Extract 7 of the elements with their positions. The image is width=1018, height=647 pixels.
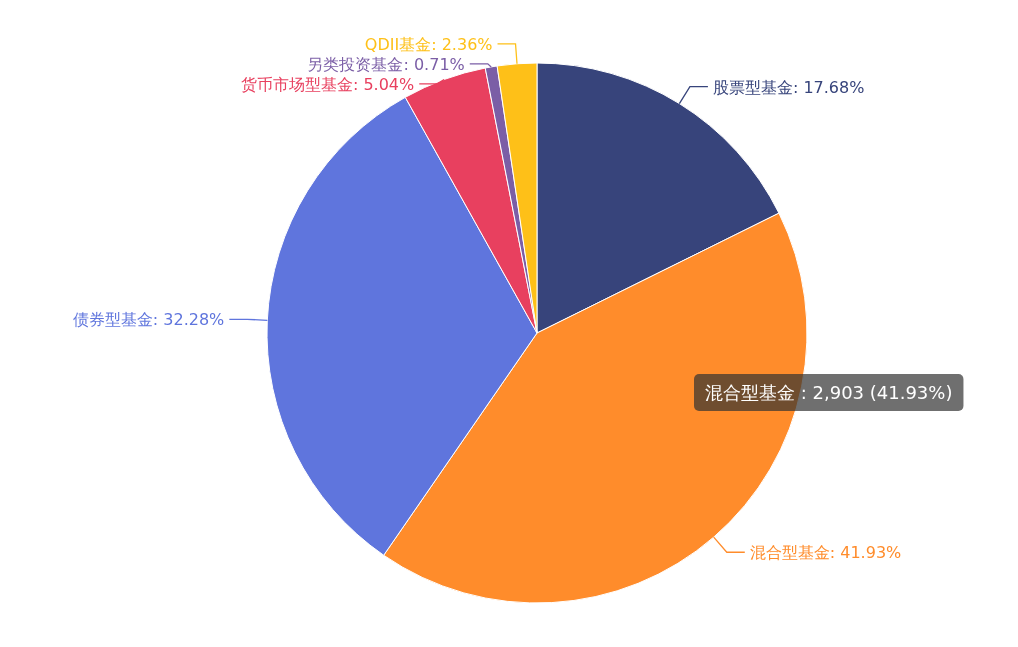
slice-label: 货币市场型基金: 5.04% xyxy=(240,74,415,94)
slice-label: 混合型基金: 41.93% xyxy=(749,543,902,563)
slice-label: 债券型基金: 32.28% xyxy=(72,310,225,330)
slice-label: 股票型基金: 17.68% xyxy=(712,77,865,97)
text: 混合型基金 : 2,903 (41.93%) xyxy=(705,382,953,403)
slice-label: 另类投资基金: 0.71% xyxy=(307,54,465,74)
slice-label: QDII基金: 2.36% xyxy=(364,34,493,54)
